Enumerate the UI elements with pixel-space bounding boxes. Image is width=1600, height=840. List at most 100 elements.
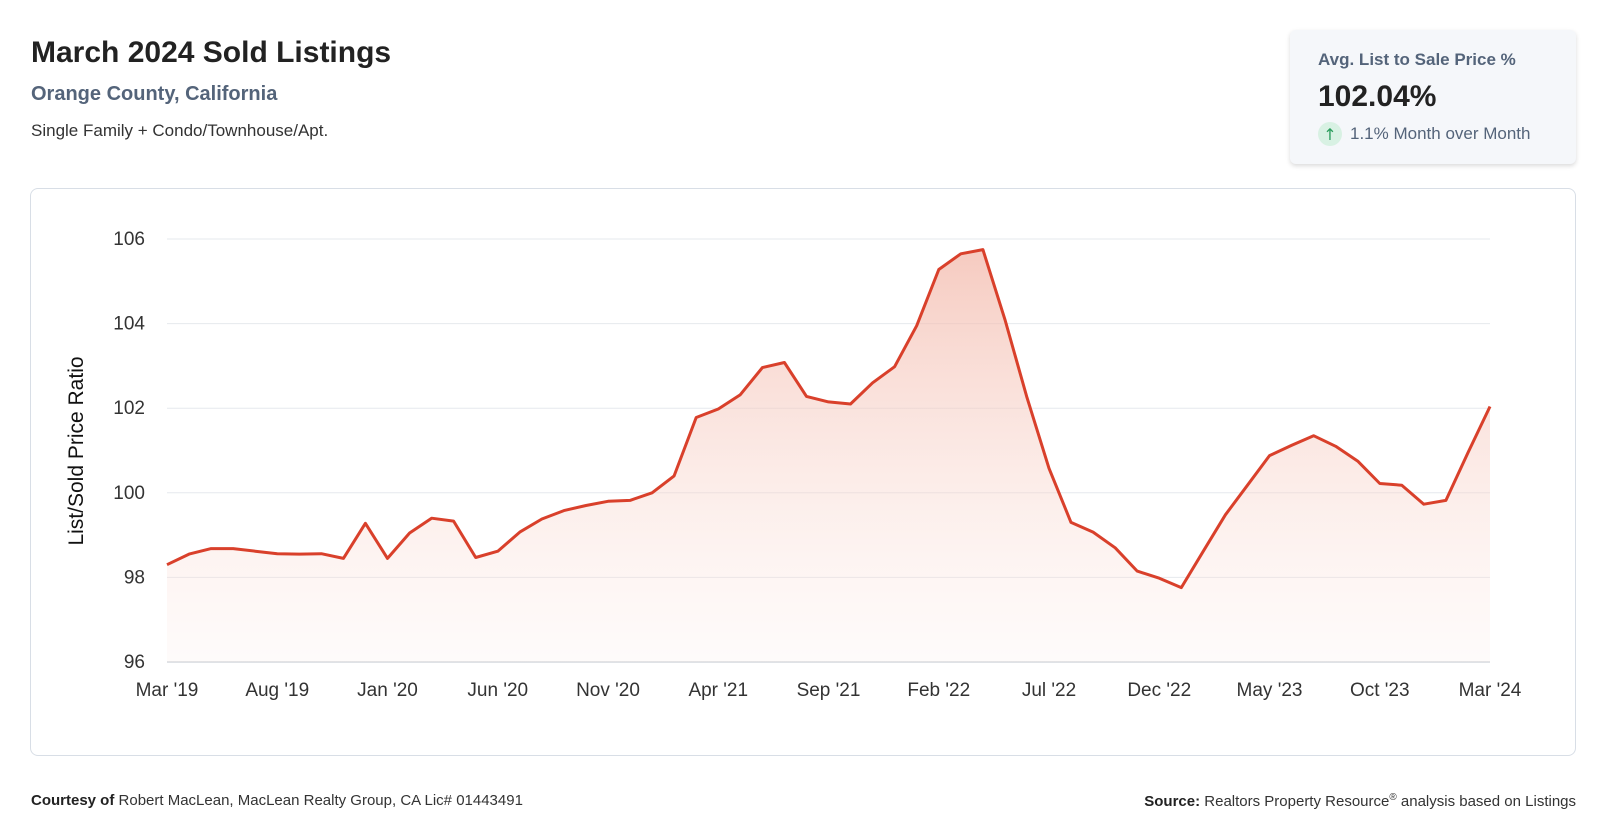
data-point[interactable] (867, 377, 879, 389)
x-tick-label: Jul '22 (1022, 680, 1076, 701)
data-point[interactable] (712, 403, 724, 415)
data-point[interactable] (977, 244, 989, 256)
source-text: Realtors Property Resource (1204, 793, 1390, 810)
data-point[interactable] (1484, 401, 1496, 413)
line-chart: 96 98 100 102 104 106 Mar '19 Aug '19 Jan '20 Ju… (65, 229, 1522, 701)
data-point[interactable] (624, 494, 636, 506)
source-label: Source: (1144, 793, 1201, 810)
data-point[interactable] (889, 361, 901, 373)
data-point[interactable] (734, 389, 746, 401)
data-point[interactable] (1131, 565, 1143, 577)
data-point[interactable] (536, 513, 548, 525)
x-tick-label: Mar '19 (136, 680, 199, 701)
data-point[interactable] (1440, 494, 1452, 506)
property-type-description: Single Family + Condo/Townhouse/Apt. (31, 121, 329, 140)
source-suffix: analysis based on Listings (1400, 793, 1576, 810)
data-point[interactable] (933, 263, 945, 275)
x-tick-label: Jun '20 (467, 680, 528, 701)
data-point[interactable] (558, 505, 570, 517)
data-point[interactable] (448, 515, 460, 527)
data-point[interactable] (514, 526, 526, 538)
data-point[interactable] (845, 398, 857, 410)
x-tick-label: Dec '22 (1127, 680, 1191, 701)
y-tick-label: 96 (124, 652, 145, 673)
x-tick-label: Feb '22 (907, 680, 970, 701)
data-point[interactable] (470, 552, 482, 564)
data-point[interactable] (1374, 477, 1386, 489)
data-point[interactable] (1462, 447, 1474, 459)
location-subtitle: Orange County, California (31, 83, 278, 105)
data-point[interactable] (1043, 462, 1055, 474)
data-point[interactable] (1175, 582, 1187, 594)
data-point[interactable] (1153, 572, 1165, 584)
data-point[interactable] (426, 512, 438, 524)
data-point[interactable] (1418, 498, 1430, 510)
y-axis-label: List/Sold Price Ratio (65, 356, 88, 545)
data-point[interactable] (205, 543, 217, 555)
data-point[interactable] (999, 313, 1011, 325)
kpi-change-text: 1.1% Month over Month (1350, 124, 1531, 143)
series-line (166, 248, 1492, 590)
x-tick-label: Mar '24 (1459, 680, 1522, 701)
data-point[interactable] (823, 396, 835, 408)
data-point[interactable] (1264, 450, 1276, 462)
data-point[interactable] (1308, 430, 1320, 442)
courtesy-text: Robert MacLean, MacLean Realty Group, CA… (118, 792, 523, 809)
y-tick-label: 106 (113, 229, 145, 250)
courtesy-label: Courtesy of (31, 792, 115, 809)
y-tick-label: 100 (113, 483, 145, 504)
data-point[interactable] (249, 545, 261, 557)
data-point[interactable] (271, 548, 283, 560)
data-point[interactable] (1219, 509, 1231, 521)
data-point[interactable] (911, 320, 923, 332)
data-point[interactable] (1197, 545, 1209, 557)
data-point[interactable] (602, 495, 614, 507)
data-point[interactable] (315, 548, 327, 560)
x-tick-label: Jan '20 (357, 680, 418, 701)
data-point[interactable] (668, 470, 680, 482)
data-point[interactable] (1241, 479, 1253, 491)
data-point[interactable] (382, 552, 394, 564)
data-point[interactable] (1352, 455, 1364, 467)
data-point[interactable] (492, 545, 504, 557)
y-tick-label: 102 (113, 398, 145, 419)
data-point[interactable] (227, 543, 239, 555)
kpi-label: Avg. List to Sale Price % (1318, 50, 1516, 69)
y-tick-label: 104 (113, 314, 145, 335)
x-tick-label: May '23 (1237, 680, 1303, 701)
arrow-up-icon: ↑ (1318, 122, 1342, 146)
registered-mark: ® (1389, 792, 1397, 803)
data-point[interactable] (359, 517, 371, 529)
data-point[interactable] (778, 357, 790, 369)
data-point[interactable] (580, 499, 592, 511)
data-point[interactable] (1021, 392, 1033, 404)
footer-source: Source: Realtors Property Resource® anal… (1144, 792, 1576, 810)
x-tick-label: Nov '20 (576, 680, 640, 701)
footer-courtesy: Courtesy of Robert MacLean, MacLean Real… (31, 792, 523, 809)
data-point[interactable] (1109, 542, 1121, 554)
data-point[interactable] (646, 487, 658, 499)
data-point[interactable] (756, 362, 768, 374)
x-tick-label: Sep '21 (797, 680, 861, 701)
kpi-change: ↑ 1.1% Month over Month (1318, 122, 1530, 146)
data-point[interactable] (1286, 439, 1298, 451)
data-point[interactable] (404, 527, 416, 539)
data-point[interactable] (1330, 440, 1342, 452)
page-title: March 2024 Sold Listings (31, 36, 392, 69)
x-tick-label: Oct '23 (1350, 680, 1410, 701)
data-point[interactable] (690, 412, 702, 424)
data-point[interactable] (1396, 479, 1408, 491)
data-point[interactable] (293, 548, 305, 560)
kpi-card: Avg. List to Sale Price % 102.04% ↑ 1.1%… (1290, 30, 1576, 164)
kpi-value: 102.04% (1318, 80, 1437, 113)
data-point[interactable] (161, 559, 173, 571)
data-point[interactable] (337, 552, 349, 564)
data-point[interactable] (800, 390, 812, 402)
data-point[interactable] (955, 248, 967, 260)
chart-panel: 96 98 100 102 104 106 Mar '19 Aug '19 Jan '20 Ju… (30, 188, 1576, 756)
data-point[interactable] (1087, 526, 1099, 538)
series-area (167, 249, 1490, 662)
x-tick-label: Aug '19 (245, 680, 309, 701)
data-point[interactable] (183, 548, 195, 560)
data-point[interactable] (1065, 516, 1077, 528)
